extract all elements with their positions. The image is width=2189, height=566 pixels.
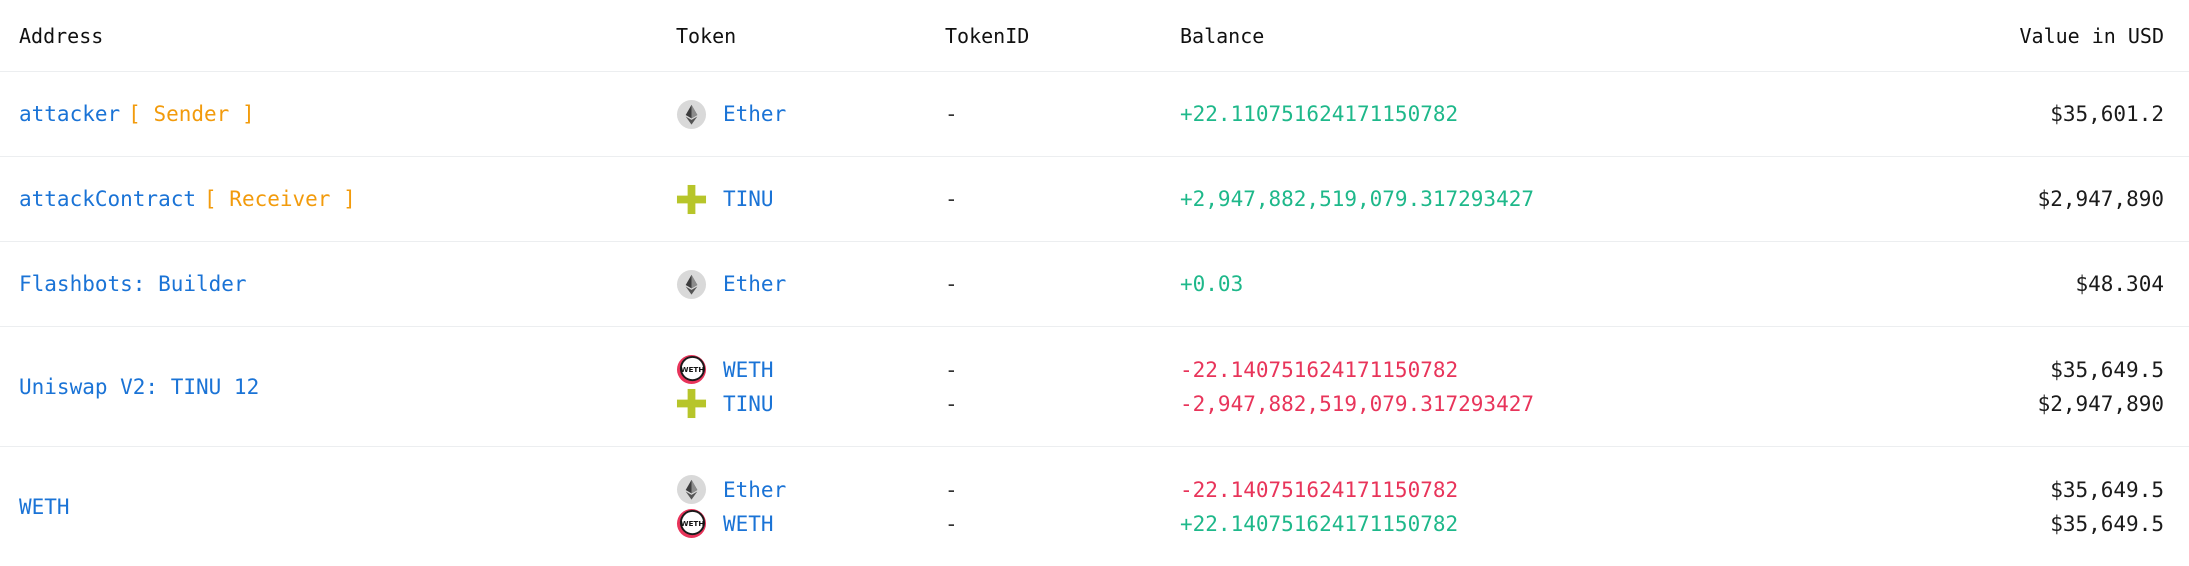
value-cell: $48.304 — [1780, 242, 2189, 326]
token-cell: TINU — [676, 157, 945, 241]
header-value: Value in USD — [2019, 23, 2165, 48]
table-header: Address Token TokenID Balance Value in U… — [0, 0, 2189, 72]
tokenid-cell: - — [945, 72, 1180, 156]
token-cell: Ether — [676, 242, 945, 326]
table-row: Uniswap V2: TINU 12 WETH WETH TINU - - -22.140… — [0, 327, 2189, 447]
tokenid-value: - — [945, 102, 958, 126]
balance-cell: -22.140751624171150782 -2,947,882,519,079… — [1180, 327, 1780, 446]
usd-value: $35,649.5 — [2050, 477, 2164, 502]
header-address: Address — [19, 23, 104, 48]
ether-icon — [676, 269, 707, 300]
token-link[interactable]: TINU — [723, 187, 774, 211]
value-cell: $35,601.2 — [1780, 72, 2189, 156]
table-row: Flashbots: Builder Ether - +0.03 $48.304 — [0, 242, 2189, 327]
header-token: Token — [676, 23, 737, 48]
token-link[interactable]: Ether — [723, 102, 787, 126]
address-link[interactable]: attacker — [19, 102, 121, 126]
tokenid-value: - — [945, 187, 958, 211]
balance-change-value: +0.03 — [1180, 272, 1244, 296]
address-link[interactable]: Flashbots: Builder — [19, 272, 247, 296]
weth-icon: WETH — [676, 508, 707, 539]
address-cell: attacker [ Sender ] — [0, 72, 676, 156]
address-role-label: [ Receiver ] — [204, 187, 356, 211]
tokenid-value: - — [945, 391, 958, 416]
usd-value: $35,649.5 — [2050, 511, 2164, 536]
tokenid-value: - — [945, 272, 958, 296]
address-link[interactable]: Uniswap V2: TINU 12 — [19, 374, 260, 399]
header-balance: Balance — [1180, 23, 1265, 48]
address-role-label: [ Sender ] — [128, 102, 255, 126]
tokenid-cell: - — [945, 242, 1180, 326]
usd-value: $35,601.2 — [2050, 102, 2164, 126]
token-cell: Ether — [676, 72, 945, 156]
address-link[interactable]: attackContract — [19, 187, 197, 211]
address-cell: WETH — [0, 447, 676, 566]
balance-change-value: -22.140751624171150782 — [1180, 357, 1459, 382]
usd-value: $2,947,890 — [2037, 391, 2164, 416]
usd-value: $48.304 — [2075, 272, 2164, 296]
usd-value: $35,649.5 — [2050, 357, 2164, 382]
value-cell: $2,947,890 — [1780, 157, 2189, 241]
balance-cell: +0.03 — [1180, 242, 1780, 326]
ether-icon — [676, 99, 707, 130]
svg-text:WETH: WETH — [680, 519, 704, 528]
usd-value: $2,947,890 — [2037, 187, 2164, 211]
tokenid-value: - — [945, 477, 958, 502]
header-tokenid: TokenID — [945, 23, 1030, 48]
ether-icon — [676, 474, 707, 505]
address-cell: Flashbots: Builder — [0, 242, 676, 326]
token-link[interactable]: WETH — [723, 511, 774, 536]
address-cell: attackContract [ Receiver ] — [0, 157, 676, 241]
table-row: WETH Ether WETH WETH - - -22.14075162417115078… — [0, 447, 2189, 566]
tokenid-cell: -- — [945, 327, 1180, 446]
tokenid-cell: -- — [945, 447, 1180, 566]
tokenid-value: - — [945, 511, 958, 536]
table-row: attackContract [ Receiver ] TINU - +2,947,88… — [0, 157, 2189, 242]
token-cell: Ether WETH WETH — [676, 447, 945, 566]
balance-cell: +2,947,882,519,079.317293427 — [1180, 157, 1780, 241]
balance-change-value: -2,947,882,519,079.317293427 — [1180, 391, 1535, 416]
balance-change-value: +22.110751624171150782 — [1180, 102, 1459, 126]
svg-text:WETH: WETH — [680, 365, 704, 374]
address-link[interactable]: WETH — [19, 494, 70, 519]
token-link[interactable]: WETH — [723, 357, 774, 382]
tokenid-cell: - — [945, 157, 1180, 241]
tokenid-value: - — [945, 357, 958, 382]
table-row: attacker [ Sender ] Ether - +22.110751624171… — [0, 72, 2189, 157]
table-body: attacker [ Sender ] Ether - +22.110751624171… — [0, 72, 2189, 566]
token-link[interactable]: Ether — [723, 272, 787, 296]
balance-change-value: -22.140751624171150782 — [1180, 477, 1459, 502]
balance-change-value: +22.140751624171150782 — [1180, 511, 1459, 536]
weth-icon: WETH — [676, 354, 707, 385]
balance-cell: +22.110751624171150782 — [1180, 72, 1780, 156]
tinu-icon — [676, 184, 707, 215]
token-link[interactable]: TINU — [723, 391, 774, 416]
tinu-icon — [676, 388, 707, 419]
address-cell: Uniswap V2: TINU 12 — [0, 327, 676, 446]
balance-cell: -22.140751624171150782 +22.14075162417115… — [1180, 447, 1780, 566]
value-cell: $35,649.5 $2,947,890 — [1780, 327, 2189, 446]
value-cell: $35,649.5 $35,649.5 — [1780, 447, 2189, 566]
token-cell: WETH WETH TINU — [676, 327, 945, 446]
token-link[interactable]: Ether — [723, 477, 787, 502]
balance-change-value: +2,947,882,519,079.317293427 — [1180, 187, 1535, 211]
